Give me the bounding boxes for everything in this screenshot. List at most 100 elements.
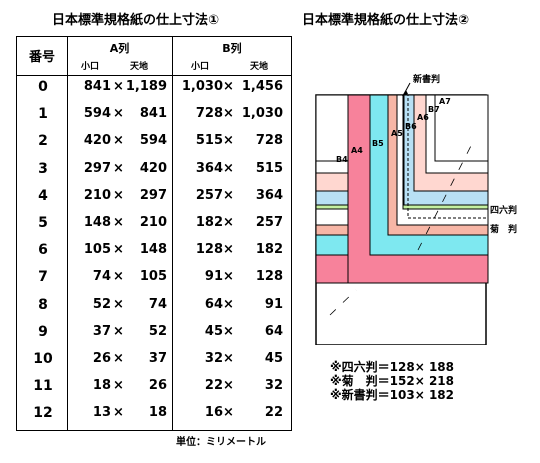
a-short: 37 (92, 323, 111, 339)
b-short: 45 (204, 323, 223, 339)
times-sign: × (113, 187, 124, 203)
size-table: 番号 A列 B列 小口 天地 小口 天地 0 841 × 1,189 1,030 × 1,4… (16, 36, 292, 431)
b-long: 64 (264, 323, 283, 339)
label-a5: A5 (391, 129, 403, 138)
row-number: 2 (38, 133, 48, 150)
row-number: 8 (38, 296, 48, 313)
header-b-short: 小口 (191, 62, 210, 72)
label-a7: A7 (439, 97, 451, 106)
b-long: 182 (255, 242, 283, 258)
label-shiroku: 四六判 (490, 204, 517, 216)
note-kiku: ※菊 判＝152× 218 (330, 374, 454, 388)
b-long: 45 (264, 351, 283, 366)
a-long: 26 (148, 378, 167, 394)
header-b-long: 天地 (250, 62, 269, 72)
label-a4: A4 (351, 146, 363, 155)
header-a-long: 天地 (130, 62, 149, 72)
label-a6: A6 (417, 113, 429, 122)
times-sign: × (223, 269, 234, 285)
b-short: 32 (204, 351, 223, 366)
times-sign: × (113, 323, 124, 339)
a-short: 594 (83, 106, 111, 122)
b-short: 64 (204, 296, 223, 312)
label-b7: B7 (428, 105, 440, 114)
a-long: 297 (139, 187, 167, 203)
a-short: 74 (92, 269, 111, 285)
a-long: 37 (148, 351, 167, 366)
b-short: 1,030 (181, 79, 223, 94)
header-a-series: A列 (109, 42, 130, 55)
row-number: 1 (38, 106, 48, 123)
a-long: 594 (139, 133, 167, 149)
times-sign: × (223, 351, 234, 366)
row-number: 7 (38, 269, 48, 286)
label-shinsho: 新書判 (413, 73, 440, 85)
times-sign: × (223, 378, 234, 394)
row-number: 9 (38, 323, 48, 340)
times-sign: × (113, 242, 124, 258)
b-short: 257 (195, 187, 223, 203)
a-short: 420 (83, 133, 111, 149)
b-long: 1,030 (241, 106, 283, 122)
a-long: 841 (139, 106, 167, 122)
b-short: 515 (195, 133, 223, 149)
a-short: 210 (83, 187, 111, 203)
times-sign: × (223, 160, 234, 176)
b-long: 1,456 (241, 79, 283, 94)
label-b6: B6 (405, 122, 417, 131)
a-long: 105 (139, 269, 167, 285)
a-short: 105 (83, 242, 111, 258)
divider (172, 37, 174, 430)
row-number: 0 (38, 79, 48, 95)
title-left: 日本標準規格紙の仕上寸法① (52, 13, 220, 28)
divider (17, 75, 291, 77)
times-sign: × (113, 296, 124, 312)
a-short: 297 (83, 160, 111, 176)
note-shinsho: ※新書判＝103× 182 (330, 388, 454, 402)
b-long: 32 (264, 378, 283, 394)
a-short: 18 (92, 378, 111, 394)
a-short: 26 (92, 351, 111, 366)
b-short: 182 (195, 215, 223, 230)
a-short: 841 (83, 79, 111, 94)
header-b-series: B列 (222, 42, 242, 55)
paper-size-diagram: B4 A4 B5 A5 B6 A6 B7 A7 新書判 四六判 菊 判 (315, 73, 517, 345)
a-short: 148 (83, 215, 111, 230)
times-sign: × (113, 106, 124, 122)
a-long: 18 (148, 405, 167, 421)
a-long: 420 (139, 160, 167, 176)
divider (67, 37, 69, 430)
times-sign: × (113, 351, 124, 366)
b-long: 364 (255, 187, 283, 203)
b-short: 22 (204, 378, 223, 394)
a-long: 52 (148, 323, 167, 339)
times-sign: × (113, 160, 124, 176)
b-long: 728 (255, 133, 283, 149)
b-long: 91 (264, 296, 283, 312)
label-b5: B5 (372, 139, 384, 148)
a-long: 74 (148, 296, 167, 312)
b-long: 515 (255, 160, 283, 176)
times-sign: × (223, 323, 234, 339)
times-sign: × (113, 378, 124, 394)
b-long: 257 (255, 215, 283, 230)
row-number: 6 (38, 242, 48, 259)
row-number: 3 (38, 160, 48, 177)
label-kiku: 菊 判 (489, 223, 517, 235)
header-number: 番号 (28, 50, 55, 65)
b-short: 728 (195, 106, 223, 122)
times-sign: × (113, 405, 124, 421)
header-a-short: 小口 (81, 62, 100, 72)
a-long: 1,189 (125, 79, 167, 94)
row-number: 4 (38, 187, 48, 204)
a-long: 210 (139, 215, 167, 230)
shinsho-rect (407, 94, 489, 219)
label-b4: B4 (336, 155, 348, 164)
a-long: 148 (139, 242, 167, 258)
row-number: 11 (33, 378, 53, 395)
b-short: 16 (204, 405, 223, 421)
a-short: 52 (92, 296, 111, 312)
row-number: 10 (33, 351, 53, 367)
times-sign: × (223, 133, 234, 149)
times-sign: × (113, 133, 124, 149)
